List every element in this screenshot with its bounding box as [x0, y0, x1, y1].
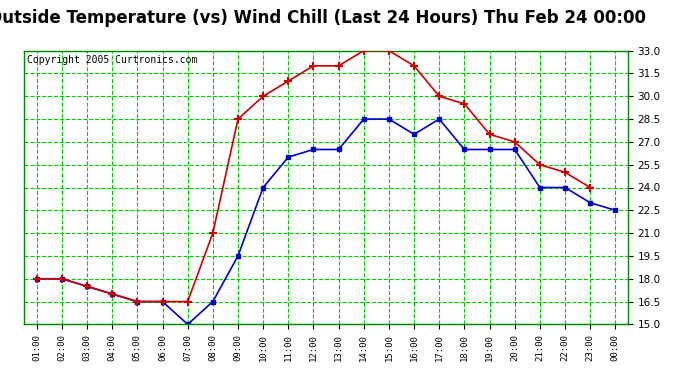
- Text: Outside Temperature (vs) Wind Chill (Last 24 Hours) Thu Feb 24 00:00: Outside Temperature (vs) Wind Chill (Las…: [0, 9, 647, 27]
- Text: Copyright 2005 Curtronics.com: Copyright 2005 Curtronics.com: [27, 55, 197, 65]
